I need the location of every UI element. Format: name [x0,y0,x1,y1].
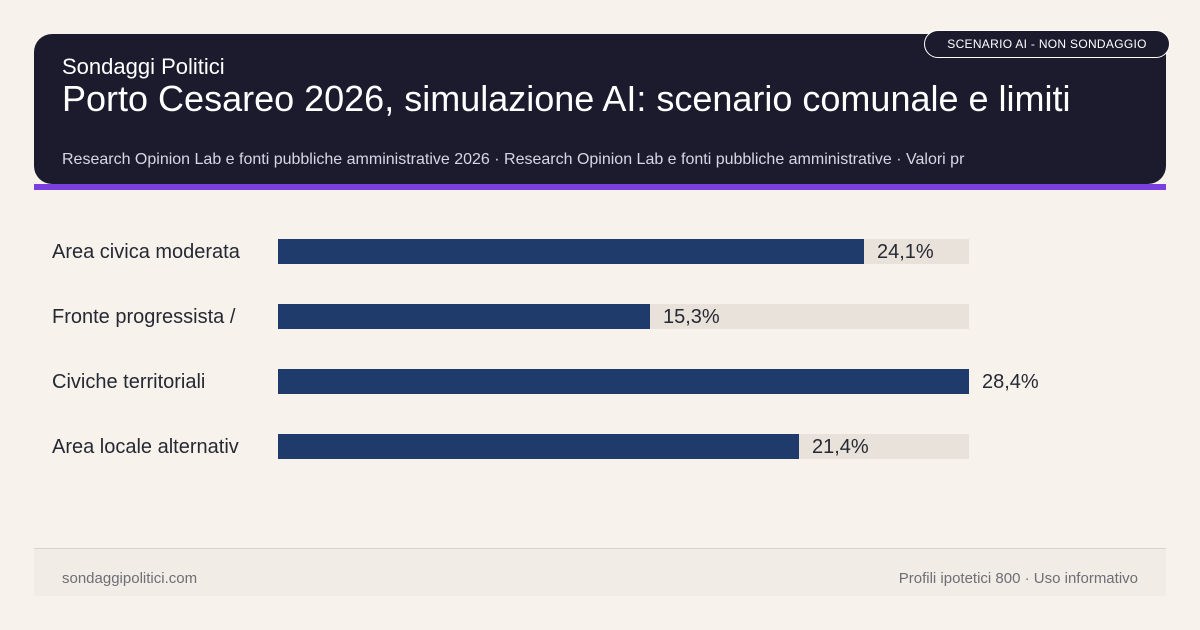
bar [278,369,969,394]
value-label: 28,4% [982,371,1039,393]
bar [278,239,864,264]
page-title: Porto Cesareo 2026, simulazione AI: scen… [62,78,1071,119]
source-line: Research Opinion Lab e fonti pubbliche a… [62,151,965,168]
category-label: Civiche territoriali [52,371,206,393]
header-accent-bar [34,184,1166,190]
brand-name: Sondaggi Politici [62,54,225,79]
category-label: Area civica moderata [52,241,240,263]
footer: sondaggipolitici.com Profili ipotetici 8… [34,548,1166,596]
bar [278,434,799,459]
header-panel: Sondaggi Politici Porto Cesareo 2026, si… [34,34,1166,184]
value-label: 21,4% [812,436,869,458]
footer-note: Profili ipotetici 800 · Uso informativo [898,570,1138,587]
footer-site: sondaggipolitici.com [62,570,198,587]
category-label: Area locale alternativ [52,436,239,458]
value-label: 15,3% [663,306,720,328]
value-label: 24,1% [877,241,934,263]
bar [278,304,650,329]
scenario-badge: SCENARIO AI - NON SONDAGGIO [924,30,1170,58]
category-label: Fronte progressista / [52,306,236,328]
